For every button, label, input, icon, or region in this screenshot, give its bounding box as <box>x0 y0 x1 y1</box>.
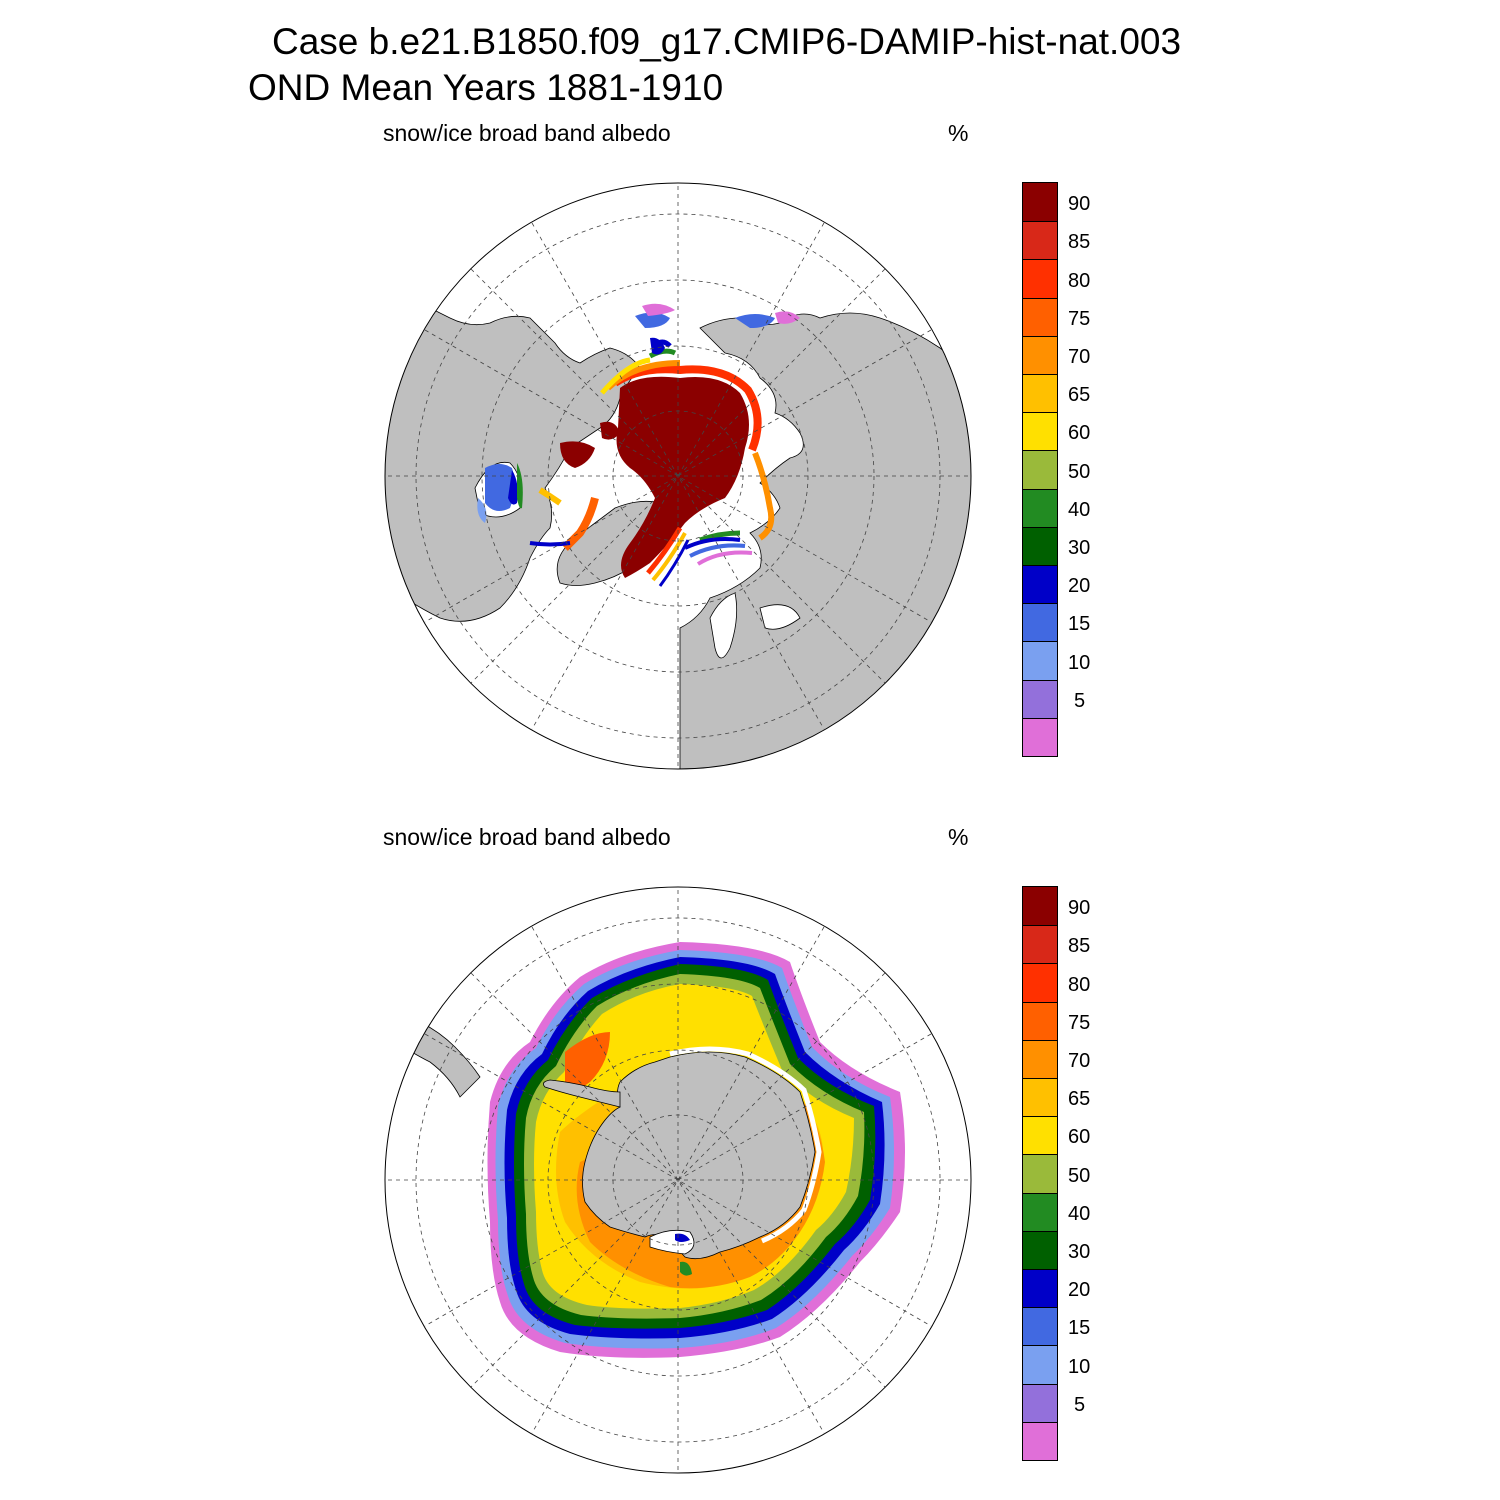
north-colorbar-label: 70 <box>1068 345 1091 368</box>
north-colorbar-label: 50 <box>1068 460 1091 483</box>
south-colorbar-swatch <box>1023 1383 1057 1422</box>
south-land-antarctic-peninsula <box>542 1079 621 1108</box>
south-colorbar-label: 20 <box>1068 1279 1091 1302</box>
south-colorbar-swatch <box>1023 1154 1057 1193</box>
south-colorbar-label: 70 <box>1068 1049 1091 1072</box>
south-map-border <box>384 886 972 1474</box>
north-colorbar-label: 90 <box>1068 193 1091 216</box>
north-colorbar <box>1022 182 1058 757</box>
south-colorbar-label: 10 <box>1068 1355 1091 1378</box>
south-colorbar-swatch <box>1023 1078 1057 1117</box>
south-colorbar <box>1022 886 1058 1461</box>
north-polar-map <box>384 182 972 770</box>
north-colorbar-swatch <box>1023 259 1057 298</box>
south-colorbar-label: 50 <box>1068 1164 1091 1187</box>
south-colorbar-swatch <box>1023 1345 1057 1384</box>
south-colorbar-swatch <box>1023 1421 1057 1460</box>
south-colorbar-label: 60 <box>1068 1126 1091 1149</box>
south-colorbar-swatch <box>1023 1230 1057 1269</box>
south-colorbar-swatch <box>1023 887 1057 926</box>
north-colorbar-label: 40 <box>1068 498 1091 521</box>
north-colorbar-swatch <box>1023 565 1057 604</box>
north-colorbar-label: 85 <box>1068 231 1091 254</box>
north-colorbar-label: 30 <box>1068 536 1091 559</box>
south-colorbar-swatch <box>1023 1192 1057 1231</box>
north-colorbar-label: 60 <box>1068 422 1091 445</box>
north-colorbar-swatch <box>1023 488 1057 527</box>
panel-south-unit: % <box>948 824 969 850</box>
south-colorbar-swatch <box>1023 925 1057 964</box>
south-polar-map <box>384 886 972 1474</box>
south-colorbar-label: 30 <box>1068 1240 1091 1263</box>
north-colorbar-swatch <box>1023 221 1057 260</box>
south-colorbar-label: 90 <box>1068 897 1091 920</box>
panel-north-unit: % <box>948 120 969 146</box>
north-colorbar-label: 5 <box>1074 689 1086 712</box>
north-graticule <box>385 183 971 769</box>
south-colorbar-label: 5 <box>1074 1393 1086 1416</box>
north-colorbar-label: 80 <box>1068 269 1091 292</box>
figure-title-line2: OND Mean Years 1881-1910 <box>248 67 724 108</box>
north-map-border <box>384 182 972 770</box>
north-colorbar-label: 15 <box>1068 613 1091 636</box>
north-colorbar-label: 10 <box>1068 651 1091 674</box>
north-colorbar-swatch <box>1023 679 1057 718</box>
south-colorbar-swatch <box>1023 1039 1057 1078</box>
north-colorbar-swatch <box>1023 374 1057 413</box>
north-colorbar-swatch <box>1023 183 1057 222</box>
north-colorbar-swatch <box>1023 335 1057 374</box>
north-colorbar-swatch <box>1023 717 1057 756</box>
north-colorbar-label: 75 <box>1068 307 1091 330</box>
south-colorbar-swatch <box>1023 1307 1057 1346</box>
south-colorbar-label: 15 <box>1068 1317 1091 1340</box>
south-colorbar-swatch <box>1023 1116 1057 1155</box>
south-colorbar-label: 75 <box>1068 1011 1091 1034</box>
north-colorbar-swatch <box>1023 603 1057 642</box>
north-colorbar-swatch <box>1023 297 1057 336</box>
panel-north-title: snow/ice broad band albedo <box>383 120 671 146</box>
north-colorbar-swatch <box>1023 641 1057 680</box>
figure-title-line1: Case b.e21.B1850.f09_g17.CMIP6-DAMIP-his… <box>272 21 1182 62</box>
north-colorbar-swatch <box>1023 450 1057 489</box>
south-colorbar-label: 85 <box>1068 935 1091 958</box>
panel-south-title: snow/ice broad band albedo <box>383 824 671 850</box>
south-colorbar-swatch <box>1023 1269 1057 1308</box>
south-colorbar-label: 40 <box>1068 1202 1091 1225</box>
south-colorbar-label: 80 <box>1068 973 1091 996</box>
north-colorbar-label: 20 <box>1068 575 1091 598</box>
north-colorbar-swatch <box>1023 412 1057 451</box>
north-colorbar-swatch <box>1023 526 1057 565</box>
south-colorbar-swatch <box>1023 1001 1057 1040</box>
south-graticule <box>385 887 971 1473</box>
south-colorbar-label: 65 <box>1068 1088 1091 1111</box>
north-land-eurasia <box>679 312 971 769</box>
south-colorbar-swatch <box>1023 963 1057 1002</box>
north-colorbar-label: 65 <box>1068 384 1091 407</box>
